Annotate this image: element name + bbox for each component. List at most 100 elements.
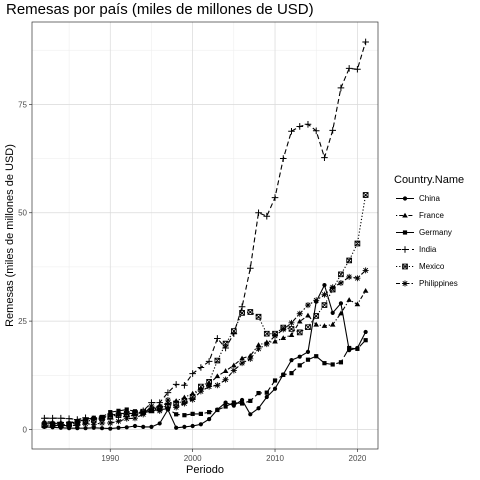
data-point-mexico [99, 415, 105, 422]
legend-item-india: India [394, 241, 478, 258]
data-point-france [362, 287, 369, 293]
data-point-mexico [123, 411, 130, 417]
legend-key-mexico [396, 263, 414, 270]
data-point-china [174, 425, 179, 430]
data-point-philippines [239, 360, 246, 367]
data-point-india [263, 212, 271, 220]
y-axis-label: Remesas (miles de millones de USD) [4, 144, 16, 327]
data-point-mexico [107, 413, 114, 419]
data-point-france [329, 321, 336, 327]
data-point-philippines [304, 302, 311, 309]
data-point-mexico [321, 302, 328, 308]
data-point-india [354, 65, 361, 73]
data-point-germany [347, 345, 352, 351]
data-point-mexico [230, 328, 237, 334]
data-point-china [264, 394, 269, 400]
data-point-mexico [132, 410, 138, 416]
data-point-philippines [173, 404, 180, 411]
data-point-philippines [346, 273, 353, 280]
data-point-mexico [165, 402, 171, 409]
y-tick-label: 50 [18, 209, 27, 218]
legend-marker-germany [402, 230, 408, 235]
legend-item-philippines: Philippines [394, 275, 478, 292]
data-point-philippines [107, 419, 114, 426]
data-point-philippines [296, 310, 303, 317]
data-point-china [338, 301, 344, 306]
data-point-china [223, 400, 228, 405]
data-point-philippines [206, 383, 213, 390]
data-point-germany [231, 400, 236, 405]
data-point-france [296, 318, 303, 324]
data-point-china [116, 425, 121, 430]
legend: Country.Name China France Germany India Mexi… [394, 174, 478, 292]
data-point-france [239, 355, 245, 361]
y-tick-label: 0 [23, 425, 28, 434]
data-point-france [338, 310, 344, 316]
data-point-philippines [148, 403, 155, 410]
data-point-philippines [263, 341, 270, 348]
legend-key-china [396, 196, 414, 201]
data-point-china [256, 406, 261, 411]
data-point-philippines [197, 388, 204, 395]
plot-border [31, 21, 379, 450]
data-point-china [305, 349, 311, 354]
data-point-india [41, 414, 48, 422]
data-point-mexico [198, 383, 204, 390]
data-point-india [238, 303, 246, 311]
legend-marker-china [402, 196, 408, 201]
data-point-philippines [354, 275, 361, 282]
data-point-philippines [337, 279, 344, 286]
data-point-india [57, 414, 65, 422]
data-point-germany [272, 378, 278, 383]
data-point-philippines [362, 267, 369, 274]
data-point-philippines [329, 284, 336, 291]
data-point-france [231, 362, 237, 368]
data-point-india [82, 414, 89, 422]
data-point-philippines [255, 345, 262, 352]
data-point-china [207, 416, 212, 422]
data-point-philippines [189, 396, 196, 403]
data-point-china [272, 386, 278, 391]
data-point-germany [182, 413, 187, 418]
data-point-china [132, 423, 138, 429]
legend-item-germany: Germany [394, 224, 478, 241]
data-point-india [345, 65, 353, 72]
data-point-philippines [214, 382, 221, 389]
data-point-philippines [82, 420, 89, 427]
data-point-france [214, 373, 221, 379]
data-point-germany [165, 406, 171, 411]
data-point-germany [256, 390, 261, 396]
data-point-mexico [346, 257, 353, 264]
series-line-china [44, 284, 367, 430]
data-point-india [288, 127, 295, 135]
data-point-india [49, 414, 56, 422]
data-point-china [297, 354, 302, 359]
x-axis-label: Periodo [186, 464, 224, 476]
data-point-india [255, 209, 262, 217]
data-point-india [279, 155, 287, 162]
data-point-mexico [255, 313, 262, 320]
data-point-mexico [115, 412, 122, 419]
series-line-mexico [44, 194, 367, 426]
legend-label-india: India [419, 245, 437, 254]
data-point-mexico [296, 329, 303, 336]
data-point-mexico [214, 357, 221, 364]
data-point-india [329, 127, 336, 134]
data-point-france [280, 335, 287, 341]
data-point-germany [174, 412, 179, 417]
data-point-india [296, 123, 304, 130]
data-point-mexico [148, 407, 155, 414]
data-point-philippines [131, 415, 138, 422]
series-line-germany [44, 339, 367, 425]
data-point-germany [190, 411, 195, 416]
legend-item-france: France [394, 207, 478, 224]
data-point-germany [281, 372, 286, 377]
data-point-germany [215, 407, 220, 413]
legend-key-india [396, 246, 414, 253]
data-point-germany [108, 410, 113, 415]
data-point-philippines [164, 397, 171, 404]
data-point-china [330, 310, 335, 315]
legend-marker-india [401, 246, 409, 253]
data-point-germany [314, 354, 319, 359]
data-point-france [222, 368, 229, 373]
